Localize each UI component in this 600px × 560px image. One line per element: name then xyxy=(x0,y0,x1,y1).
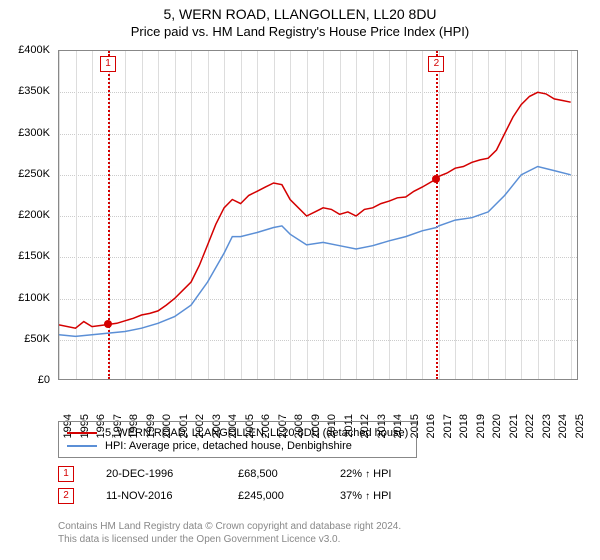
title-block: 5, WERN ROAD, LLANGOLLEN, LL20 8DU Price… xyxy=(0,0,600,39)
x-tick-label: 2024 xyxy=(557,414,569,438)
gridline-v xyxy=(472,51,473,379)
x-tick-label: 2020 xyxy=(491,414,503,438)
legend-swatch-property xyxy=(67,432,97,434)
gridline-v xyxy=(224,51,225,379)
gridline-v xyxy=(307,51,308,379)
x-tick-label: 2023 xyxy=(541,414,553,438)
gridline-h xyxy=(59,216,577,217)
sale-marker-2: 2 xyxy=(58,488,74,504)
x-tick-label: 2019 xyxy=(475,414,487,438)
chart-container: 5, WERN ROAD, LLANGOLLEN, LL20 8DU Price… xyxy=(0,0,600,560)
sale-date-1: 20-DEC-1996 xyxy=(106,468,206,480)
sale-dot xyxy=(432,175,440,183)
gridline-v xyxy=(373,51,374,379)
up-arrow-icon: ↑ xyxy=(365,469,370,480)
legend-label-hpi: HPI: Average price, detached house, Denb… xyxy=(105,440,352,452)
gridline-v xyxy=(571,51,572,379)
gridline-h xyxy=(59,340,577,341)
y-tick-label: £150K xyxy=(18,250,50,262)
chart-plot-area: 12 xyxy=(58,50,578,380)
x-tick-label: 2017 xyxy=(442,414,454,438)
gridline-v xyxy=(538,51,539,379)
footnote: Contains HM Land Registry data © Crown c… xyxy=(58,520,401,546)
legend-swatch-hpi xyxy=(67,445,97,447)
x-tick-label: 2022 xyxy=(524,414,536,438)
gridline-v xyxy=(455,51,456,379)
x-tick-label: 2016 xyxy=(425,414,437,438)
title-address: 5, WERN ROAD, LLANGOLLEN, LL20 8DU xyxy=(0,6,600,22)
legend-item-hpi: HPI: Average price, detached house, Denb… xyxy=(67,440,408,452)
y-tick-label: £350K xyxy=(18,85,50,97)
y-tick-label: £100K xyxy=(18,292,50,304)
gridline-h xyxy=(59,257,577,258)
x-tick-label: 2025 xyxy=(574,414,586,438)
gridline-h xyxy=(59,92,577,93)
y-tick-label: £50K xyxy=(24,333,50,345)
sale-date-2: 11-NOV-2016 xyxy=(106,490,206,502)
gridline-v xyxy=(290,51,291,379)
y-axis: £0£50K£100K£150K£200K£250K£300K£350K£400… xyxy=(0,50,54,380)
gridline-v xyxy=(59,51,60,379)
gridline-v xyxy=(406,51,407,379)
y-tick-label: £400K xyxy=(18,44,50,56)
sale-pct-1: 22% ↑ HPI xyxy=(340,468,392,480)
gridline-h xyxy=(59,299,577,300)
series-line-hpi xyxy=(59,167,571,337)
sale-dot xyxy=(104,320,112,328)
legend: 5, WERN ROAD, LLANGOLLEN, LL20 8DU (deta… xyxy=(58,421,417,458)
series-line-property xyxy=(59,92,571,328)
up-arrow-icon: ↑ xyxy=(365,491,370,502)
title-subtitle: Price paid vs. HM Land Registry's House … xyxy=(0,24,600,39)
footnote-line1: Contains HM Land Registry data © Crown c… xyxy=(58,520,401,533)
x-tick-label: 2021 xyxy=(508,414,520,438)
legend-item-property: 5, WERN ROAD, LLANGOLLEN, LL20 8DU (deta… xyxy=(67,427,408,439)
gridline-v xyxy=(92,51,93,379)
gridline-h xyxy=(59,175,577,176)
gridline-v xyxy=(422,51,423,379)
gridline-v xyxy=(505,51,506,379)
legend-label-property: 5, WERN ROAD, LLANGOLLEN, LL20 8DU (deta… xyxy=(105,427,408,439)
footnote-line2: This data is licensed under the Open Gov… xyxy=(58,533,401,546)
sale-marker-line xyxy=(436,51,438,379)
sales-table: 1 20-DEC-1996 £68,500 22% ↑ HPI 2 11-NOV… xyxy=(58,466,392,510)
gridline-v xyxy=(323,51,324,379)
gridline-v xyxy=(125,51,126,379)
gridline-v xyxy=(158,51,159,379)
sale-marker-box: 2 xyxy=(428,56,444,72)
y-tick-label: £0 xyxy=(38,374,50,386)
sale-marker-box: 1 xyxy=(100,56,116,72)
gridline-v xyxy=(389,51,390,379)
gridline-v xyxy=(274,51,275,379)
gridline-v xyxy=(191,51,192,379)
x-axis: 1994199519961997199819992000200120022003… xyxy=(58,382,578,420)
gridline-v xyxy=(175,51,176,379)
gridline-v xyxy=(488,51,489,379)
gridline-v xyxy=(439,51,440,379)
gridline-v xyxy=(340,51,341,379)
sale-pct-2: 37% ↑ HPI xyxy=(340,490,392,502)
sale-marker-line xyxy=(108,51,110,379)
sale-row-2: 2 11-NOV-2016 £245,000 37% ↑ HPI xyxy=(58,488,392,504)
gridline-v xyxy=(241,51,242,379)
sale-marker-1: 1 xyxy=(58,466,74,482)
sale-price-1: £68,500 xyxy=(238,468,308,480)
gridline-v xyxy=(554,51,555,379)
gridline-v xyxy=(208,51,209,379)
sale-row-1: 1 20-DEC-1996 £68,500 22% ↑ HPI xyxy=(58,466,392,482)
gridline-v xyxy=(76,51,77,379)
gridline-v xyxy=(142,51,143,379)
gridline-v xyxy=(356,51,357,379)
gridline-h xyxy=(59,134,577,135)
y-tick-label: £250K xyxy=(18,168,50,180)
gridline-v xyxy=(257,51,258,379)
gridline-v xyxy=(521,51,522,379)
y-tick-label: £200K xyxy=(18,209,50,221)
y-tick-label: £300K xyxy=(18,127,50,139)
sale-price-2: £245,000 xyxy=(238,490,308,502)
x-tick-label: 2018 xyxy=(458,414,470,438)
